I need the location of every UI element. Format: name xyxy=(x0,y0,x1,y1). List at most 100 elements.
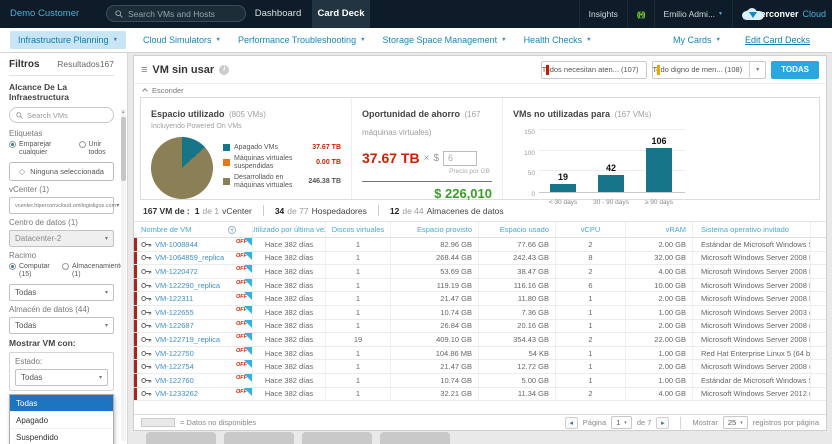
state-option-todas[interactable]: Todas xyxy=(10,395,113,412)
tag-match-any-radio[interactable]: Emparejar cualquier xyxy=(9,141,71,157)
global-search-input[interactable]: Search VMs and Hosts xyxy=(106,5,246,22)
column-header[interactable]: Espacio provisto xyxy=(391,222,479,237)
page-size-select[interactable]: 25 ▾ xyxy=(722,416,748,429)
vm-name-link[interactable]: VM-122719_replica xyxy=(155,334,221,344)
vm-search-input[interactable]: Search VMs xyxy=(9,107,114,123)
menu-item-infrastructure-planning[interactable]: Infrastructure Planning ▼ xyxy=(10,31,127,49)
chevron-down-icon[interactable]: ▼ xyxy=(749,61,765,78)
stacked-card-tab[interactable] xyxy=(146,432,216,444)
cell-provisioned: 268.44 GB xyxy=(391,251,479,265)
stacked-cards xyxy=(133,432,827,444)
scrollbar-thumb[interactable] xyxy=(121,117,126,181)
customer-link[interactable]: Demo Customer xyxy=(10,8,80,19)
power-key-icon xyxy=(141,282,152,288)
summary-panels: Espacio utilizado (805 VMs) Incluyendo P… xyxy=(140,97,820,206)
cell-vram: 4.00 GB xyxy=(626,265,693,278)
cluster-storage-radio[interactable]: Almacenamiento (1) xyxy=(62,263,124,279)
collapse-link[interactable]: Esconder xyxy=(152,85,184,95)
tag-match-all-radio[interactable]: Unir todos xyxy=(78,141,114,157)
savings-amount: 37.67 TB xyxy=(362,150,420,166)
top-navbar: Demo Customer Search VMs and Hosts Dashb… xyxy=(0,0,832,28)
edit-card-decks-link[interactable]: Edit Card Decks xyxy=(744,35,810,45)
vm-name-link[interactable]: VM-1064859_replica xyxy=(155,253,225,263)
state-option-suspendido[interactable]: Suspendido xyxy=(10,429,113,444)
cell-last_used: Hace 382 días xyxy=(253,319,326,333)
cell-vcpu: 2 xyxy=(556,238,626,251)
page-select[interactable]: 1 ▾ xyxy=(611,416,632,429)
card-header: ≡ VM sin usar i Todos necesitan aten... … xyxy=(134,56,826,83)
vm-name-link[interactable]: VM-122687 xyxy=(155,321,194,331)
tag-select[interactable]: ◇ Ninguna seleccionada xyxy=(9,162,114,181)
needs-attention-filter-button[interactable]: Todos necesitan aten... (107) xyxy=(540,60,647,79)
vm-name-link[interactable]: VM-122760 xyxy=(155,375,194,385)
state-select[interactable]: Todas ▾ xyxy=(15,369,108,386)
cell-vram: 4.00 GB xyxy=(626,387,693,401)
vm-name-link[interactable]: VM-122750 xyxy=(155,348,194,358)
my-cards-menu[interactable]: My Cards ▼ xyxy=(673,35,721,45)
column-header[interactable]: Espacio usado xyxy=(479,222,556,237)
power-off-badge: OFF xyxy=(236,307,247,314)
user-menu[interactable]: Emilio Admi... ▼ xyxy=(653,0,732,28)
info-icon[interactable]: i xyxy=(219,64,230,75)
table-header: Nombre de VM Utilizado por última vez Disc… xyxy=(134,221,826,238)
vcenter-select[interactable]: vcenter.hiperconvcloud.omilogisligos.com… xyxy=(9,197,119,214)
cluster-select[interactable]: Todas ▾ xyxy=(9,284,114,301)
all-filter-button[interactable]: TODAS xyxy=(771,60,819,79)
tag-filter-icon[interactable] xyxy=(228,225,236,234)
stacked-card-tab[interactable] xyxy=(380,432,450,444)
legend-swatch xyxy=(223,144,230,151)
alert-accent-bar xyxy=(134,251,137,265)
vm-name-link[interactable]: VM-122290_replica xyxy=(155,280,221,290)
column-header[interactable]: Discos virtuales xyxy=(326,222,391,237)
vm-name-link[interactable]: VM-122655 xyxy=(155,307,194,317)
vm-name-link[interactable]: VM-1008844 xyxy=(155,239,198,249)
corner-flag-icon xyxy=(244,278,252,287)
worth-mention-filter-button[interactable]: Todo digno de men... (108) ▼ xyxy=(651,60,767,79)
footer-divider xyxy=(680,416,682,429)
menu-item-performance-troubleshooting[interactable]: Performance Troubleshooting ▼ xyxy=(238,35,366,45)
power-off-badge: OFF xyxy=(236,375,247,382)
vm-name-link[interactable]: VM-1233262 xyxy=(155,389,198,399)
column-header[interactable]: Utilizado por última vez xyxy=(253,222,326,237)
stacked-card-tab[interactable] xyxy=(302,432,372,444)
prev-page-button[interactable]: ◂ xyxy=(564,416,578,429)
sidebar-scrollbar[interactable]: ▲ xyxy=(121,109,126,441)
datacenter-select[interactable]: Datacenter-2 ▾ xyxy=(9,230,114,247)
alert-accent-bar xyxy=(134,238,137,251)
datastore-select[interactable]: Todas ▾ xyxy=(9,317,114,334)
power-key-icon xyxy=(141,296,152,302)
cell-used: 20.16 GB xyxy=(479,319,556,333)
column-header[interactable]: vRAM xyxy=(626,222,693,237)
cluster-compute-radio[interactable]: Computar (15) xyxy=(9,263,54,279)
vm-name-link[interactable]: VM-122754 xyxy=(155,362,194,372)
column-header[interactable]: vCPU xyxy=(556,222,626,237)
live-signal-button[interactable]: ((•)) xyxy=(626,0,654,28)
scroll-up-icon[interactable]: ▲ xyxy=(121,109,126,114)
cell-vram: 1.00 GB xyxy=(626,305,693,319)
tab-card-deck[interactable]: Card Deck xyxy=(312,0,370,28)
signal-icon: ((•)) xyxy=(636,9,646,19)
state-filter-group: Estado: Todas ▾ xyxy=(9,352,114,391)
vm-name-link[interactable]: VM-122311 xyxy=(155,294,194,304)
menu-item-health-checks[interactable]: Health Checks ▼ xyxy=(523,35,592,45)
chevron-down-icon: ▼ xyxy=(360,37,366,43)
price-per-gb-label: Precio por GB xyxy=(449,168,490,175)
next-page-button[interactable]: ▸ xyxy=(656,416,670,429)
alert-accent-bar xyxy=(134,373,137,387)
stacked-card-tab[interactable] xyxy=(224,432,294,444)
vm-name-link[interactable]: VM-1220472 xyxy=(155,266,198,276)
column-header[interactable]: Nombre de VM xyxy=(134,222,253,237)
menu-item-storage-space-management[interactable]: Storage Space Management ▼ xyxy=(382,35,507,45)
price-per-gb-input[interactable] xyxy=(443,150,477,166)
insights-link[interactable]: Insights xyxy=(578,0,627,28)
tab-dashboard[interactable]: Dashboard xyxy=(254,8,302,19)
hamburger-icon[interactable]: ≡ xyxy=(141,63,148,76)
y-tick-label: 100 xyxy=(524,149,535,157)
cell-os: Microsoft Windows Server 2003 (6... xyxy=(693,305,811,319)
menu-item-cloud-simulators[interactable]: Cloud Simulators ▼ xyxy=(143,35,221,45)
legend-value: 0.00 TB xyxy=(316,159,341,166)
column-header[interactable]: Sistema operativo invitado xyxy=(693,222,811,237)
bar-value-label: 42 xyxy=(605,162,616,173)
state-option-apagado[interactable]: Apagado xyxy=(10,412,113,429)
cell-os: Microsoft Windows Server 2008 R2... xyxy=(693,333,811,346)
